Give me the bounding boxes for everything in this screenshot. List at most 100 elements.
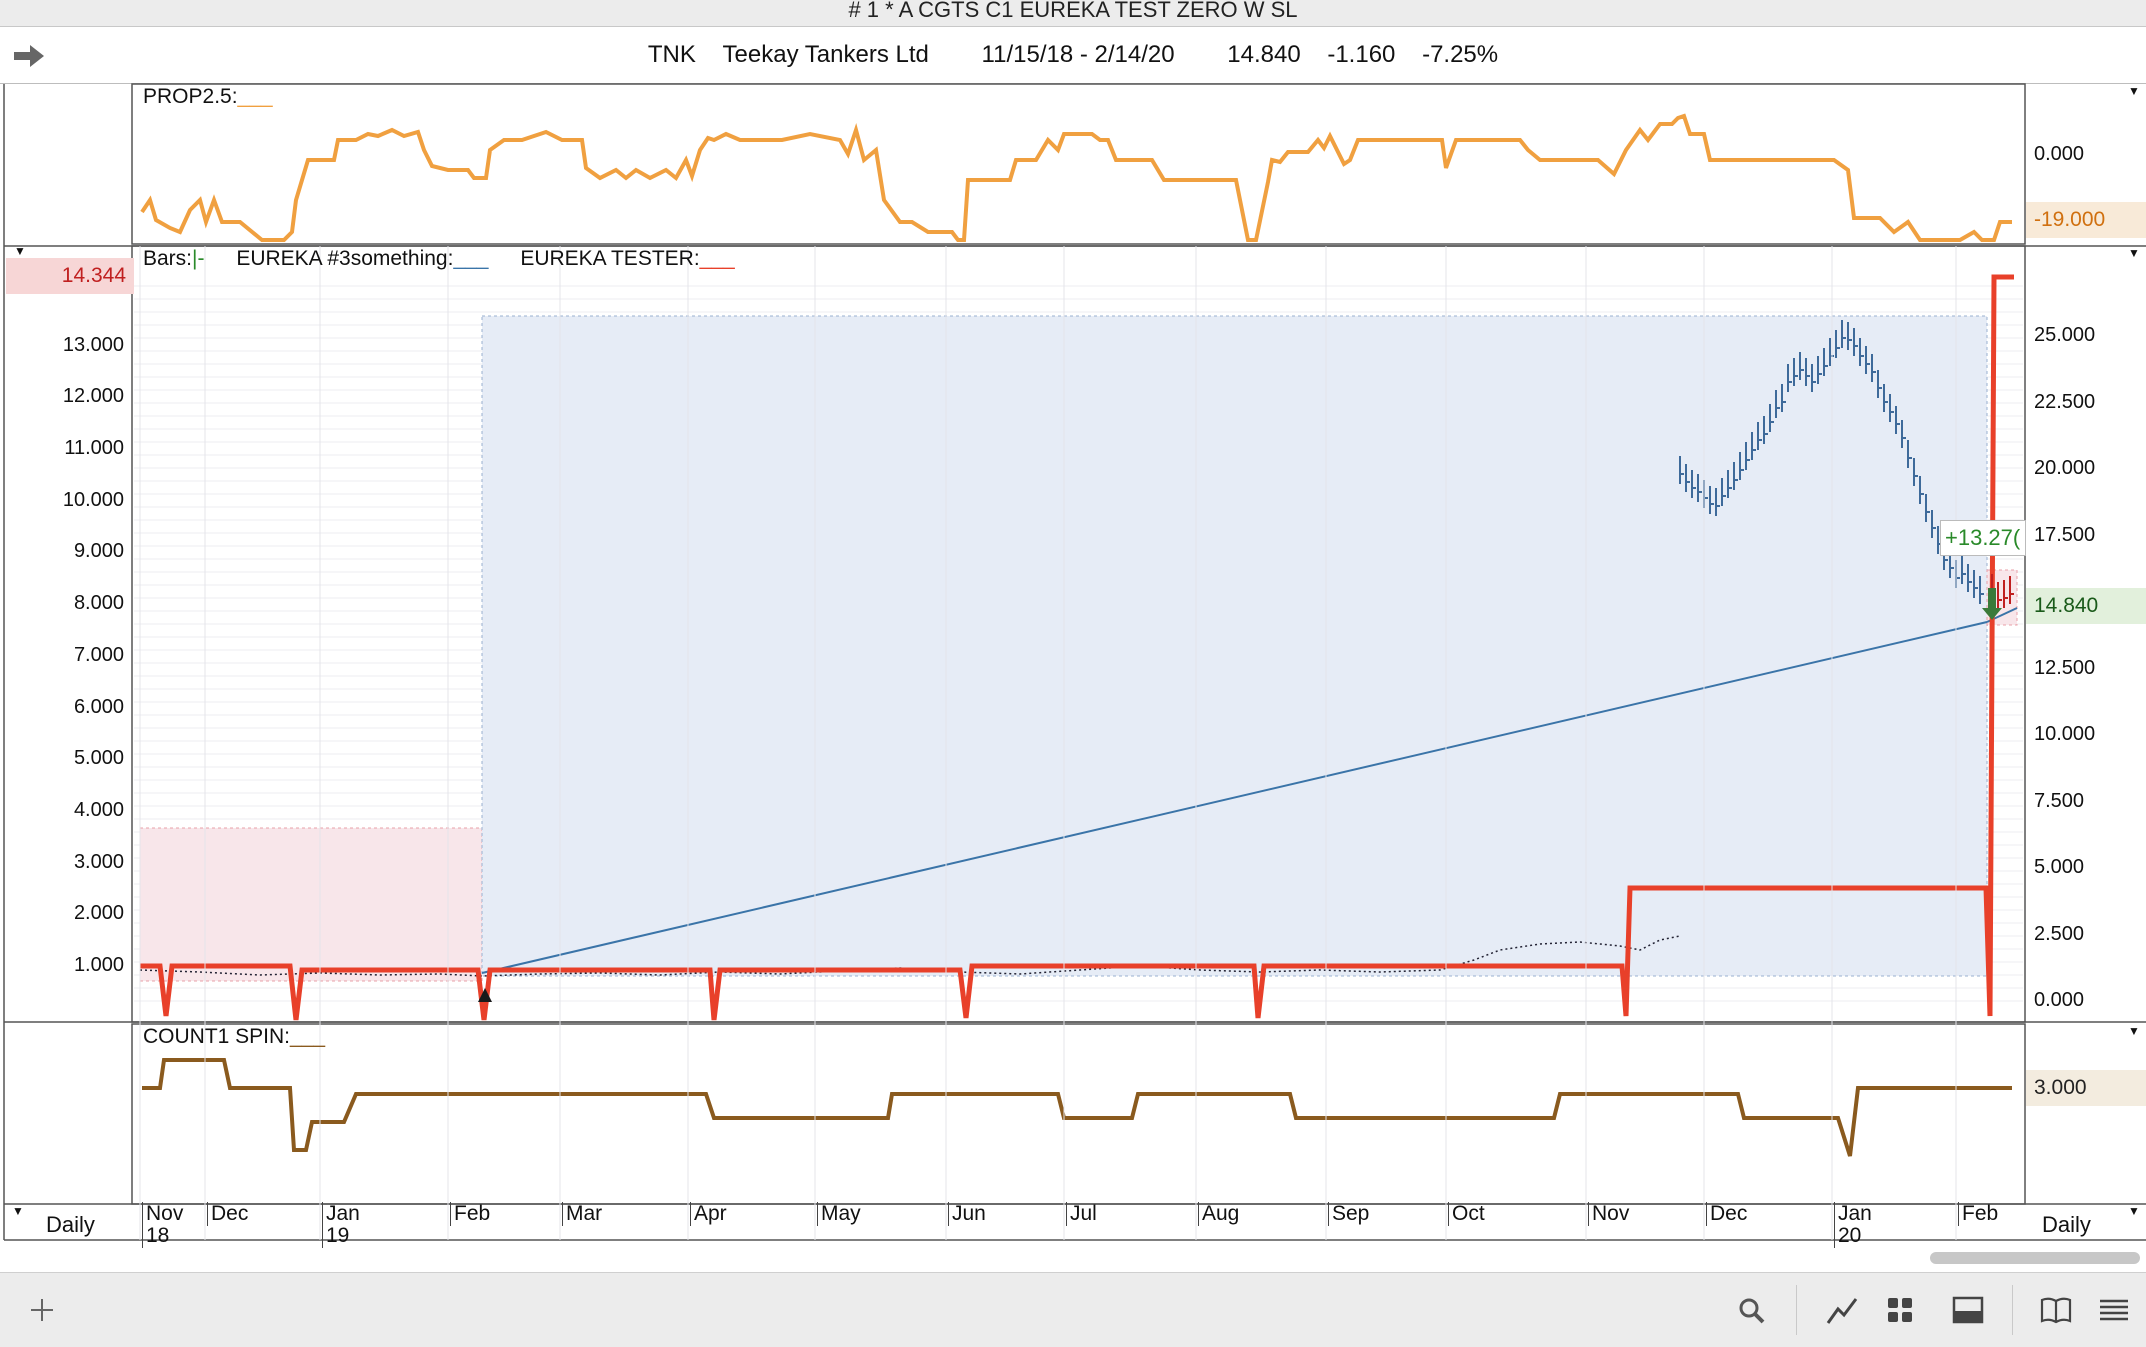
year-label: 19 [322, 1224, 349, 1248]
eureka-legend-swatch: ___ [453, 247, 489, 270]
year-label: 18 [142, 1224, 169, 1248]
month-label: Nov [142, 1202, 183, 1226]
month-label: Sep [1328, 1202, 1369, 1226]
bottom-toolbar [0, 1272, 2146, 1347]
entry-arrow-icon [478, 988, 492, 1002]
chart-canvas[interactable] [0, 82, 2146, 1252]
right-axis-tick: 2.500 [2034, 922, 2085, 945]
price-value-tag: 14.840 [2026, 588, 2146, 624]
eureka-legend: EUREKA #3something: [236, 247, 454, 270]
right-axis-tick: 20.000 [2034, 457, 2096, 479]
right-axis-tick: 0.000 [2034, 989, 2085, 1011]
left-axis-tick: 2.000 [73, 902, 124, 925]
left-axis-tick: 5.000 [73, 747, 124, 770]
tester-legend: EUREKA TESTER: [520, 247, 700, 270]
right-axis-tick: 25.000 [2034, 324, 2096, 346]
tester-legend-swatch: ___ [699, 247, 735, 270]
right-axis-tick: 17.500 [2034, 523, 2096, 546]
prop-legend-swatch: ___ [237, 85, 273, 108]
month-label: Jul [1066, 1202, 1097, 1226]
date-range: 11/15/18 - 2/14/20 [981, 41, 1175, 68]
search-icon[interactable] [1732, 1291, 1772, 1329]
prop-pane-menu-icon[interactable]: ▼ [2128, 84, 2140, 98]
symbol-info: TNK Teekay Tankers Ltd 11/15/18 - 2/14/2… [0, 27, 2146, 83]
window-title: # 1 * A CGTS C1 EUREKA TEST ZERO W SL [0, 0, 2146, 26]
toolbar-divider-2 [2012, 1285, 2013, 1335]
left-axis-tick: 7.000 [73, 643, 124, 666]
count-pane-menu-icon[interactable]: ▼ [2128, 1024, 2140, 1038]
exit-arrow-icon [1982, 588, 2002, 620]
tester-line [140, 274, 2014, 1021]
panel-icon[interactable] [1948, 1291, 1988, 1329]
month-label: Mar [562, 1202, 602, 1226]
window-title-text: # 1 * A CGTS C1 EUREKA TEST ZERO W SL [848, 0, 1298, 22]
right-axis-tick: 7.500 [2034, 789, 2085, 812]
bars-legend-swatch: |- [192, 247, 205, 270]
trade-profit-label: +13.27( [1940, 520, 2026, 556]
horizontal-scrollbar[interactable] [1930, 1252, 2140, 1264]
count-line [142, 1058, 2012, 1157]
month-label: Dec [207, 1202, 248, 1226]
left-axis-tick: 12.000 [62, 385, 124, 408]
month-label: Feb [450, 1202, 490, 1226]
period-menu-right-icon[interactable]: ▼ [2128, 1204, 2140, 1218]
time-axis[interactable]: Nov Dec Jan Feb Mar Apr May Jun Jul Aug Sep Oct Nov D… [132, 1202, 2025, 1248]
right-axis-tick: 5.000 [2034, 856, 2085, 878]
period-left[interactable]: Daily [46, 1212, 95, 1237]
year-label: 20 [1834, 1224, 1861, 1248]
price-change: -1.160 [1327, 41, 1396, 68]
left-axis-tick: 4.000 [73, 798, 124, 821]
prop-value-tag: -19.000 [2026, 202, 2146, 238]
left-axis-tick: 1.000 [73, 954, 124, 976]
last-price: 14.840 [1227, 41, 1301, 68]
prop-tick: 0.000 [2034, 143, 2085, 165]
month-label: Aug [1198, 1202, 1239, 1226]
month-label: Oct [1448, 1202, 1485, 1226]
left-pane-menu-icon[interactable]: ▼ [14, 244, 26, 258]
left-axis-tick: 11.000 [64, 437, 124, 459]
grid-icon[interactable] [1880, 1291, 1920, 1329]
month-label: Apr [690, 1202, 727, 1226]
left-axis-tick: 13.000 [62, 333, 124, 356]
count-legend-swatch: ___ [290, 1025, 326, 1048]
symbol-name: Teekay Tankers Ltd [722, 41, 929, 68]
right-axis-tick: 10.000 [2034, 723, 2096, 745]
symbol-header: TNK Teekay Tankers Ltd 11/15/18 - 2/14/2… [0, 26, 2146, 84]
left-axis-tick: 9.000 [73, 540, 124, 563]
eureka-line [481, 621, 1988, 974]
left-price-tag: 14.344 [6, 258, 134, 294]
month-label: Feb [1958, 1202, 1998, 1226]
month-label: May [817, 1202, 861, 1226]
month-label: Jun [948, 1202, 986, 1226]
month-label: Jan [322, 1202, 360, 1226]
prop-pane-label: PROP2.5:___ [143, 85, 273, 109]
count-label-text: COUNT1 SPIN: [143, 1025, 291, 1048]
position-region [481, 315, 1988, 977]
book-icon[interactable] [2036, 1291, 2076, 1329]
price-change-pct: -7.25% [1422, 41, 1499, 68]
right-axis-tick: 12.500 [2034, 656, 2096, 679]
plus-icon[interactable] [22, 1291, 62, 1329]
period-menu-icon[interactable]: ▼ [12, 1204, 24, 1218]
forward-arrow-icon[interactable] [12, 43, 46, 69]
month-separators [139, 246, 1957, 1240]
loss-region [139, 827, 483, 982]
draw-line-icon[interactable] [1822, 1291, 1862, 1329]
left-price-axis[interactable]: 13.000 12.000 11.000 10.000 9.000 8.000 7.000 6… [8, 246, 128, 1022]
prop-label-text: PROP2.5: [143, 85, 238, 108]
list-icon[interactable] [2094, 1291, 2134, 1329]
left-axis-tick: 3.000 [73, 850, 124, 873]
dotted-series [139, 935, 1681, 977]
right-axis-tick: 22.500 [2034, 390, 2096, 413]
toolbar-divider [1796, 1285, 1797, 1335]
month-label: Dec [1706, 1202, 1747, 1226]
prop-line [140, 113, 2012, 242]
bars-legend: Bars: [143, 247, 193, 270]
right-price-axis[interactable]: 25.000 22.500 20.000 17.500 12.500 10.000 7.50… [2030, 246, 2140, 1022]
main-pane-menu-icon[interactable]: ▼ [2128, 246, 2140, 260]
period-right[interactable]: Daily [2042, 1212, 2091, 1237]
symbol-ticker: TNK [647, 41, 696, 68]
main-legend: Bars:|- EUREKA #3something:___ EUREKA TE… [143, 247, 735, 271]
left-axis-tick: 10.000 [62, 488, 124, 511]
month-label: Nov [1588, 1202, 1629, 1226]
